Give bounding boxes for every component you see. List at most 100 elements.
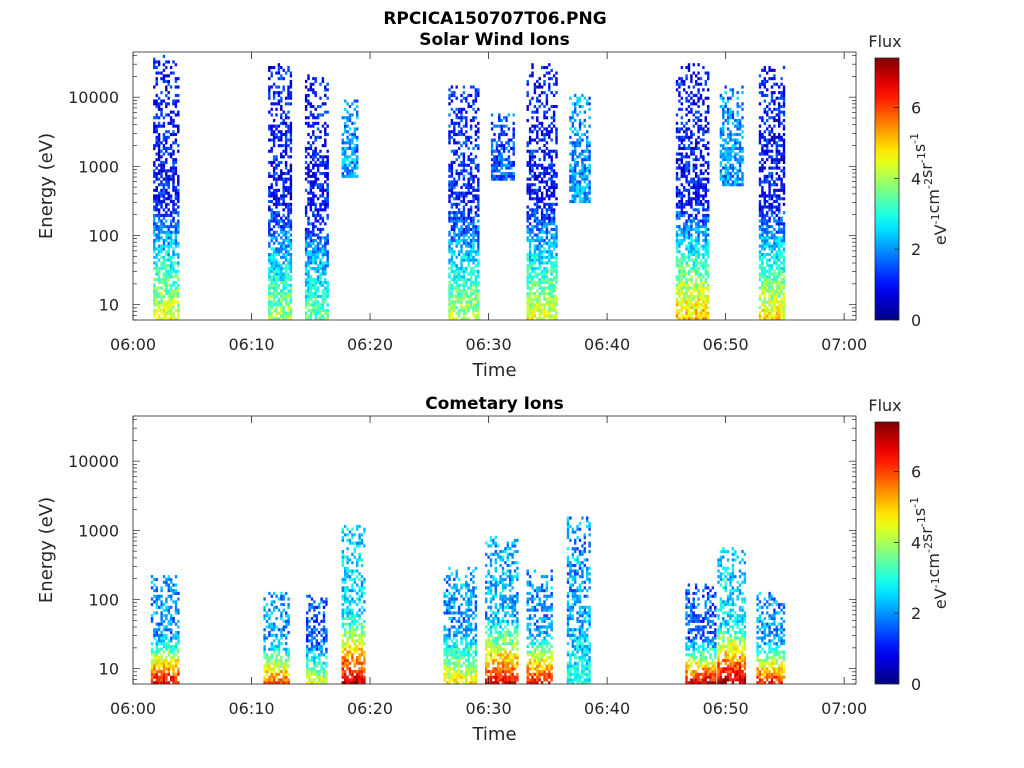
heatmap-cell: [502, 158, 506, 162]
heatmap-cell: [277, 91, 281, 95]
heatmap-cell: [761, 247, 764, 251]
heatmap-cell: [462, 317, 466, 321]
heatmap-cell: [782, 88, 786, 92]
heatmap-cell: [284, 264, 288, 268]
heatmap-cell: [289, 258, 293, 262]
heatmap-cell: [453, 261, 456, 265]
heatmap-cell: [702, 275, 705, 279]
heatmap-cell: [462, 205, 466, 209]
heatmap-cell: [477, 208, 480, 212]
heatmap-cell: [543, 267, 546, 271]
heatmap-cell: [540, 255, 544, 259]
heatmap-cell: [448, 88, 451, 92]
heatmap-cell: [477, 247, 480, 251]
heatmap-cell: [763, 283, 766, 287]
heatmap-cell: [272, 303, 276, 307]
heatmap-cell: [734, 119, 737, 123]
heatmap-cell: [722, 107, 725, 111]
heatmap-cell: [455, 213, 458, 217]
heatmap-cell: [282, 191, 285, 195]
heatmap-cell: [160, 99, 163, 103]
heatmap-cell: [545, 278, 549, 282]
heatmap-cell: [321, 250, 325, 254]
heatmap-cell: [321, 102, 325, 106]
heatmap-cell: [157, 280, 161, 284]
heatmap-cell: [770, 272, 774, 276]
heatmap-cell: [346, 172, 349, 176]
heatmap-cell: [555, 135, 558, 139]
heatmap-cell: [321, 303, 325, 307]
heatmap-cell: [304, 233, 308, 237]
heatmap-cell: [538, 292, 541, 296]
heatmap-cell: [172, 172, 175, 176]
heatmap-cell: [477, 166, 480, 170]
heatmap-cell: [675, 188, 679, 192]
heatmap-cell: [690, 79, 693, 83]
heatmap-cell: [678, 233, 681, 237]
heatmap-cell: [157, 202, 161, 206]
heatmap-cell: [719, 105, 723, 109]
heatmap-cell: [326, 264, 329, 268]
heatmap-cell: [469, 303, 473, 307]
heatmap-cell: [346, 141, 349, 145]
heatmap-cell: [351, 113, 354, 117]
heatmap-cell: [540, 163, 544, 167]
heatmap-cell: [280, 152, 283, 156]
heatmap-cell: [697, 300, 700, 304]
heatmap-cell: [167, 303, 170, 307]
heatmap-cell: [533, 138, 537, 142]
heatmap-cell: [731, 149, 735, 153]
heatmap-cell: [177, 253, 180, 257]
heatmap-cell: [165, 283, 168, 287]
heatmap-cell: [528, 191, 532, 195]
heatmap-cell: [316, 166, 320, 170]
heatmap-cell: [172, 133, 175, 137]
heatmap-cell: [162, 289, 166, 293]
heatmap-cell: [465, 202, 468, 206]
heatmap-cell: [309, 308, 313, 312]
heatmap-cell: [761, 317, 764, 321]
heatmap-cell: [782, 197, 786, 201]
heatmap-cell: [766, 233, 769, 237]
heatmap-cell: [578, 180, 582, 184]
heatmap-cell: [763, 241, 766, 245]
heatmap-cell: [763, 294, 766, 298]
heatmap-cell: [282, 119, 285, 123]
heatmap-cell: [160, 169, 163, 173]
heatmap-cell: [155, 141, 158, 145]
heatmap-cell: [309, 222, 313, 226]
heatmap-cell: [758, 202, 762, 206]
heatmap-cell: [304, 297, 308, 301]
heatmap-cell: [766, 317, 769, 321]
heatmap-cell: [531, 278, 534, 282]
heatmap-cell: [680, 227, 683, 231]
heatmap-cell: [763, 149, 766, 153]
heatmap-cell: [469, 119, 473, 123]
heatmap-cell: [699, 186, 703, 190]
heatmap-cell: [675, 283, 679, 287]
heatmap-cell: [462, 152, 466, 156]
heatmap-cell: [552, 188, 556, 192]
heatmap-cell: [683, 172, 686, 176]
heatmap-cell: [169, 283, 173, 287]
heatmap-cell: [695, 303, 698, 307]
heatmap-cell: [326, 283, 329, 287]
heatmap-cell: [174, 141, 178, 145]
heatmap-cell: [548, 230, 551, 234]
heatmap-cell: [275, 303, 278, 307]
heatmap-cell: [174, 191, 178, 195]
heatmap-cell: [768, 314, 771, 318]
heatmap-cell: [775, 213, 778, 217]
heatmap-cell: [678, 202, 681, 206]
heatmap-cell: [304, 250, 308, 254]
heatmap-cell: [287, 155, 290, 159]
heatmap-cell: [172, 152, 175, 156]
heatmap-cell: [780, 278, 783, 282]
heatmap-cell: [782, 91, 786, 95]
heatmap-cell: [576, 96, 579, 100]
heatmap-cell: [782, 211, 786, 215]
heatmap-cell: [543, 292, 546, 296]
heatmap-cell: [477, 306, 480, 310]
heatmap-cell: [536, 202, 539, 206]
heatmap-cell: [770, 233, 774, 237]
